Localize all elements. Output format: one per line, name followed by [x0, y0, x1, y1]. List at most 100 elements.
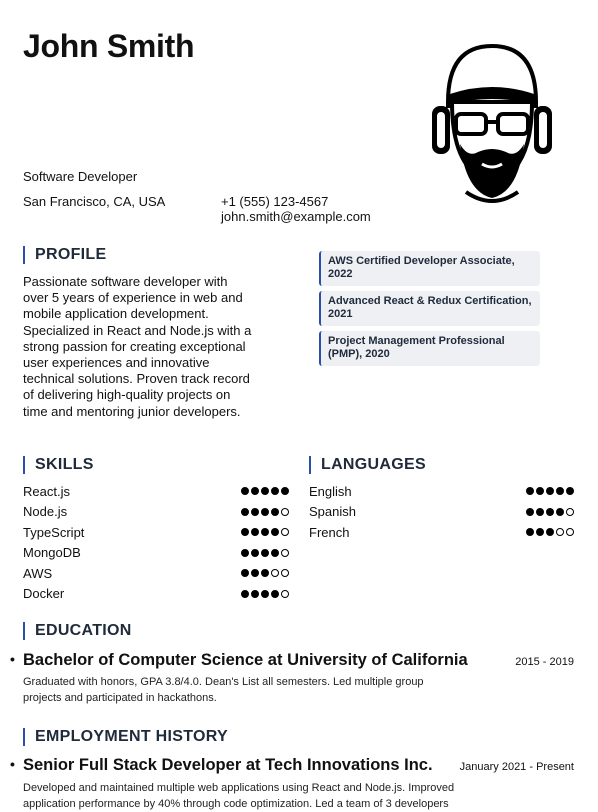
skill-name: TypeScript — [23, 524, 85, 540]
skill-name: Node.js — [23, 504, 68, 520]
rating-dot-filled — [251, 528, 259, 537]
language-row: French — [309, 522, 574, 543]
skill-row: AWS — [23, 563, 289, 584]
phone-number: +1 (555) 123-4567 — [221, 194, 329, 209]
skill-rating — [241, 507, 289, 516]
rating-dot-empty — [271, 569, 279, 578]
rating-dot-filled — [251, 548, 259, 557]
education-dates: 2015 - 2019 — [515, 656, 574, 668]
section-accent-bar — [23, 728, 25, 746]
rating-dot-filled — [241, 507, 249, 516]
rating-dot-empty — [556, 528, 564, 537]
skill-rating — [241, 528, 289, 537]
rating-dot-filled — [261, 507, 269, 516]
section-title: SKILLS — [35, 456, 94, 473]
skill-name: MongoDB — [23, 545, 81, 561]
certification-item: AWS Certified Developer Associate, 2022 — [319, 251, 540, 286]
skill-name: React.js — [23, 483, 70, 499]
language-name: Spanish — [309, 504, 356, 520]
languages-list: English Spanish French — [309, 481, 574, 543]
rating-dot-empty — [281, 569, 289, 578]
education-description: Graduated with honors, GPA 3.8/4.0. Dean… — [23, 676, 424, 704]
rating-dot-filled — [526, 507, 534, 516]
section-accent-bar — [309, 456, 311, 474]
rating-dot-filled — [241, 487, 249, 496]
rating-dot-filled — [566, 487, 574, 496]
section-accent-bar — [23, 246, 25, 264]
profile-heading: PROFILE — [23, 245, 106, 265]
employment-heading: EMPLOYMENT HISTORY — [23, 727, 228, 747]
rating-dot-filled — [261, 569, 269, 578]
employment-entry-header: Senior Full Stack Developer at Tech Inno… — [10, 756, 574, 775]
section-title: EMPLOYMENT HISTORY — [35, 728, 228, 745]
skill-row: MongoDB — [23, 543, 289, 564]
rating-dot-filled — [251, 589, 259, 598]
section-accent-bar — [23, 622, 25, 640]
rating-dot-filled — [271, 487, 279, 496]
rating-dot-filled — [536, 487, 544, 496]
rating-dot-filled — [271, 548, 279, 557]
language-rating — [526, 507, 574, 516]
rating-dot-filled — [251, 507, 259, 516]
rating-dot-filled — [546, 487, 554, 496]
employment-description: Developed and maintained multiple web ap… — [23, 782, 455, 810]
rating-dot-filled — [546, 528, 554, 537]
rating-dot-filled — [556, 507, 564, 516]
skill-name: Docker — [23, 586, 65, 602]
rating-dot-empty — [566, 528, 574, 537]
section-accent-bar — [23, 456, 25, 474]
skill-row: Docker — [23, 584, 289, 605]
education-degree: Bachelor of Computer Science at Universi… — [10, 651, 468, 670]
avatar-illustration-icon — [432, 43, 552, 203]
contact-info: +1 (555) 123-4567 john.smith@example.com — [221, 194, 371, 224]
rating-dot-filled — [526, 528, 534, 537]
rating-dot-empty — [281, 548, 289, 557]
skill-row: Node.js — [23, 502, 289, 523]
skill-name: AWS — [23, 565, 53, 581]
certification-item: Advanced React & Redux Certification, 20… — [319, 291, 540, 326]
section-title: LANGUAGES — [321, 456, 426, 473]
language-name: English — [309, 483, 352, 499]
rating-dot-empty — [281, 589, 289, 598]
section-title: PROFILE — [35, 246, 107, 263]
rating-dot-filled — [271, 507, 279, 516]
skill-rating — [241, 569, 289, 578]
job-title: Software Developer — [23, 169, 138, 184]
skill-row: React.js — [23, 481, 289, 502]
rating-dot-filled — [271, 528, 279, 537]
skills-heading: SKILLS — [23, 455, 94, 475]
candidate-name: John Smith — [23, 28, 195, 64]
rating-dot-filled — [526, 487, 534, 496]
languages-heading: LANGUAGES — [309, 455, 426, 475]
section-title: EDUCATION — [35, 622, 132, 639]
language-row: Spanish — [309, 502, 574, 523]
rating-dot-filled — [241, 589, 249, 598]
rating-dot-empty — [281, 507, 289, 516]
rating-dot-filled — [261, 589, 269, 598]
employment-dates: January 2021 - Present — [459, 761, 574, 773]
email-address: john.smith@example.com — [221, 209, 371, 224]
education-entry-header: Bachelor of Computer Science at Universi… — [10, 651, 574, 670]
skill-row: TypeScript — [23, 522, 289, 543]
rating-dot-filled — [271, 589, 279, 598]
skill-rating — [241, 487, 289, 496]
rating-dot-filled — [261, 528, 269, 537]
rating-dot-filled — [536, 507, 544, 516]
rating-dot-filled — [261, 548, 269, 557]
language-name: French — [309, 524, 350, 540]
rating-dot-filled — [536, 528, 544, 537]
education-heading: EDUCATION — [23, 621, 132, 641]
language-rating — [526, 487, 574, 496]
rating-dot-filled — [241, 528, 249, 537]
rating-dot-filled — [241, 548, 249, 557]
rating-dot-filled — [261, 487, 269, 496]
language-row: English — [309, 481, 574, 502]
profile-summary: Passionate software developer with over … — [23, 274, 252, 419]
employment-position: Senior Full Stack Developer at Tech Inno… — [10, 756, 433, 775]
rating-dot-filled — [556, 487, 564, 496]
skill-rating — [241, 589, 289, 598]
rating-dot-empty — [281, 528, 289, 537]
rating-dot-filled — [241, 569, 249, 578]
certifications-list: AWS Certified Developer Associate, 2022 … — [319, 251, 540, 371]
rating-dot-filled — [251, 569, 259, 578]
